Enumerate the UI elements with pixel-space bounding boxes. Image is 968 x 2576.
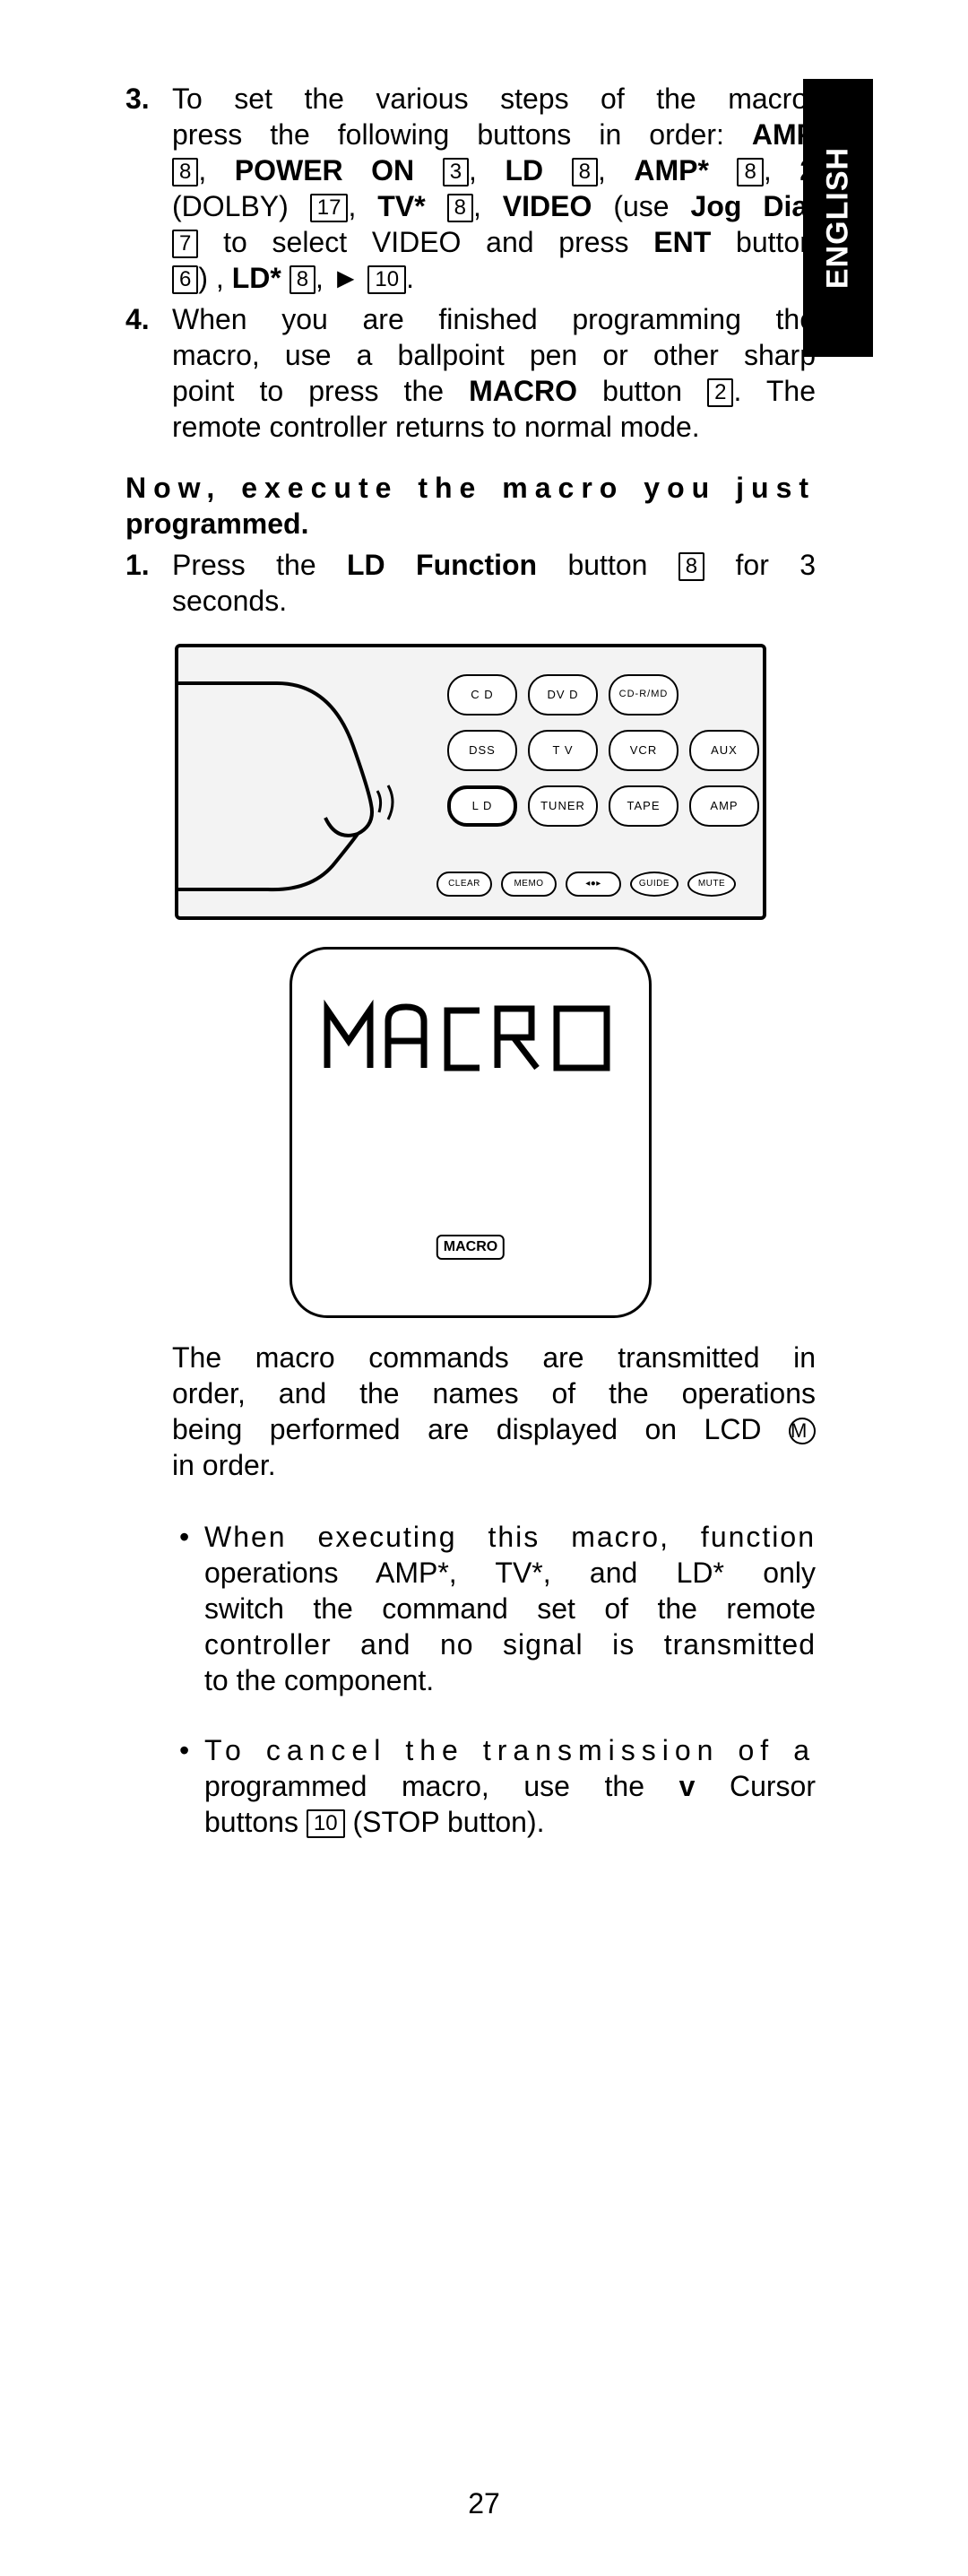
execute-subheading: Now, execute the macro you just programm… (125, 470, 816, 542)
remote-btn-cdrmd: CD-R/MD (609, 674, 678, 716)
step-3-line1: To set the various steps of the macro, (172, 81, 816, 117)
remote-btn-mute: MUTE (687, 872, 736, 897)
bullet-dot-icon: • (172, 1732, 204, 1840)
remote-btn-cd: C D (447, 674, 517, 716)
remote-btn-dss: DSS (447, 730, 517, 771)
bullet-1: • When executing this macro, function op… (172, 1519, 816, 1698)
thumb-illustration (178, 647, 420, 924)
circled-m-icon: M (789, 1418, 816, 1444)
language-tab-label: ENGLISH (821, 147, 856, 289)
exec-step-1-body: Press the LD Function button 8 for 3 sec… (172, 547, 816, 619)
keycap-10: 10 (307, 1809, 345, 1838)
after-lcd-paragraph: The macro commands are transmitted in or… (125, 1340, 816, 1483)
keycap-10: 10 (367, 265, 406, 294)
remote-press-diagram: C D DV D CD-R/MD DSS T V VCR AUX L D TUN… (175, 644, 766, 920)
remote-btn-amp: AMP (689, 785, 759, 827)
lcd-macro-badge: MACRO (436, 1235, 505, 1260)
step-3-number: 3. (125, 81, 172, 296)
page-number: 27 (0, 2487, 968, 2520)
remote-btn-vcr: VCR (609, 730, 678, 771)
step-3-body: To set the various steps of the macro, p… (172, 81, 816, 296)
keycap-8: 8 (678, 552, 704, 581)
step-3-line4: (DOLBY) 17, TV* 8, VIDEO (use Jog Dial (172, 188, 816, 224)
remote-btn-tape: TAPE (609, 785, 678, 827)
step-4-body: When you are finished programming the ma… (172, 301, 816, 445)
keycap-8: 8 (737, 158, 763, 186)
remote-btn-guide: GUIDE (630, 872, 678, 897)
bullet-dot-icon: • (172, 1519, 204, 1698)
keycap-17: 17 (310, 194, 349, 222)
remote-btn-tuner: TUNER (528, 785, 598, 827)
step-3-line6: 6) , LD* 8, ► 10. (172, 260, 816, 296)
keycap-3: 3 (443, 158, 469, 186)
keycap-2: 2 (707, 378, 733, 407)
language-tab: ENGLISH (803, 79, 873, 357)
keycap-8: 8 (572, 158, 598, 186)
remote-btn-ld: L D (447, 785, 517, 827)
step-3-line5: 7 to select VIDEO and press ENT button (172, 224, 816, 260)
keycap-8: 8 (447, 194, 473, 222)
exec-step-1-number: 1. (125, 547, 172, 619)
remote-small-row: CLEAR MEMO ◂●▸ GUIDE MUTE (436, 872, 736, 897)
lcd-macro-text (292, 996, 649, 1077)
keycap-7: 7 (172, 230, 198, 258)
remote-btn-jog: ◂●▸ (566, 872, 621, 897)
step-4-line3: point to press the MACRO button 2. The (172, 373, 816, 409)
step-4-number: 4. (125, 301, 172, 445)
lcd-display: MACRO (290, 947, 652, 1318)
remote-button-grid: C D DV D CD-R/MD DSS T V VCR AUX L D TUN… (447, 674, 759, 827)
remote-btn-clear: CLEAR (436, 872, 492, 897)
keycap-8: 8 (290, 265, 315, 294)
remote-btn-tv: T V (528, 730, 598, 771)
keycap-8: 8 (172, 158, 198, 186)
keycap-6: 6 (172, 265, 198, 294)
step-3-line3: 8, POWER ON 3, LD 8, AMP* 8, 2 (172, 152, 816, 188)
bullet-2: • To cancel the transmission of a progra… (172, 1732, 816, 1840)
remote-btn-dvd: DV D (528, 674, 598, 716)
step-3-line2: press the following buttons in order: AM… (172, 117, 816, 152)
remote-btn-aux: AUX (689, 730, 759, 771)
remote-btn-memo: MEMO (501, 872, 557, 897)
main-content: 3. To set the various steps of the macro… (125, 81, 816, 1840)
